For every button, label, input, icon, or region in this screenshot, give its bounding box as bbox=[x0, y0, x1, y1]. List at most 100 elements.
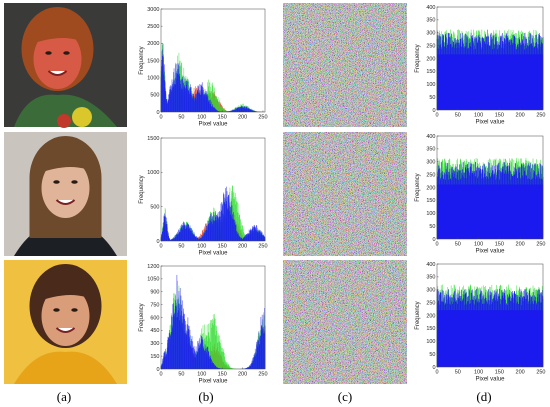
y-tick-label: 1500 bbox=[147, 58, 159, 64]
y-axis-label: Frequency bbox=[139, 303, 145, 331]
y-tick-label: 150 bbox=[426, 69, 435, 75]
x-tick-label: 50 bbox=[178, 115, 184, 121]
y-tick-label: 50 bbox=[429, 352, 435, 358]
portrait-photo bbox=[4, 132, 127, 256]
x-axis-label: Pixel value bbox=[475, 120, 505, 126]
encrypted-noise-image bbox=[283, 3, 407, 127]
y-tick-label: 1500 bbox=[147, 136, 159, 142]
portrait-photo bbox=[4, 260, 127, 384]
x-tick-label: 50 bbox=[178, 372, 184, 378]
y-axis-label: Frequency bbox=[139, 46, 145, 74]
x-tick-label: 100 bbox=[197, 372, 206, 378]
y-tick-label: 50 bbox=[429, 224, 435, 230]
y-tick-label: 200 bbox=[426, 56, 435, 62]
y-tick-label: 250 bbox=[426, 43, 435, 49]
x-tick-label: 0 bbox=[159, 372, 162, 378]
x-tick-label: 150 bbox=[495, 113, 504, 119]
y-tick-label: 2000 bbox=[147, 41, 159, 47]
encrypted-noise-image bbox=[283, 260, 407, 384]
x-tick-label: 50 bbox=[178, 244, 184, 250]
y-tick-label: 350 bbox=[426, 147, 435, 153]
encrypted-noise-image bbox=[283, 132, 407, 256]
x-tick-label: 150 bbox=[218, 115, 227, 121]
x-tick-label: 200 bbox=[516, 242, 525, 248]
portrait-photo bbox=[4, 3, 127, 128]
x-tick-label: 150 bbox=[218, 244, 227, 250]
x-tick-label: 50 bbox=[455, 113, 461, 119]
y-tick-label: 100 bbox=[426, 339, 435, 345]
y-tick-label: 150 bbox=[426, 198, 435, 204]
y-tick-label: 350 bbox=[426, 18, 435, 24]
x-tick-label: 250 bbox=[258, 244, 267, 250]
y-tick-label: 900 bbox=[150, 290, 159, 296]
y-tick-label: 1000 bbox=[147, 75, 159, 81]
x-tick-label: 250 bbox=[258, 115, 267, 121]
y-tick-label: 1200 bbox=[147, 264, 159, 270]
x-axis-label: Pixel value bbox=[475, 249, 505, 255]
x-axis-label: Pixel value bbox=[198, 379, 228, 385]
y-tick-label: 300 bbox=[426, 160, 435, 166]
y-tick-label: 0 bbox=[432, 237, 435, 243]
x-tick-label: 100 bbox=[197, 115, 206, 121]
x-tick-label: 0 bbox=[435, 113, 438, 119]
x-tick-label: 50 bbox=[455, 370, 461, 376]
x-tick-label: 250 bbox=[536, 242, 545, 248]
y-tick-label: 250 bbox=[426, 300, 435, 306]
panel-label-b: (b) bbox=[198, 389, 213, 404]
x-axis-label: Pixel value bbox=[198, 122, 228, 128]
y-tick-label: 150 bbox=[426, 326, 435, 332]
y-axis-label: Frequency bbox=[415, 173, 421, 201]
y-tick-label: 300 bbox=[426, 31, 435, 37]
x-tick-label: 100 bbox=[474, 113, 483, 119]
y-tick-label: 750 bbox=[150, 302, 159, 308]
y-tick-label: 0 bbox=[156, 239, 159, 245]
cipher-image-histogram: 0 50 100 150 200 250 300 350 400 0 50 100 150 200 250 P… bbox=[415, 5, 546, 126]
y-tick-label: 150 bbox=[150, 354, 159, 360]
x-tick-label: 0 bbox=[435, 370, 438, 376]
y-tick-label: 0 bbox=[156, 110, 159, 116]
y-tick-label: 100 bbox=[426, 211, 435, 217]
y-tick-label: 0 bbox=[432, 108, 435, 114]
x-tick-label: 200 bbox=[238, 244, 247, 250]
y-tick-label: 400 bbox=[426, 134, 435, 140]
x-tick-label: 250 bbox=[536, 370, 545, 376]
plain-image-histogram: 0 500 1000 1500 0 50 100 150 200 250 Pixel value Fr… bbox=[139, 136, 268, 257]
y-tick-label: 1000 bbox=[147, 170, 159, 176]
y-tick-label: 500 bbox=[150, 204, 159, 210]
y-tick-label: 2500 bbox=[147, 24, 159, 30]
y-axis-label: Frequency bbox=[415, 301, 421, 329]
x-tick-label: 100 bbox=[474, 242, 483, 248]
panel-label-d: (d) bbox=[476, 389, 491, 404]
y-tick-label: 100 bbox=[426, 82, 435, 88]
x-tick-label: 250 bbox=[258, 372, 267, 378]
x-tick-label: 100 bbox=[474, 370, 483, 376]
y-tick-label: 0 bbox=[432, 365, 435, 371]
y-tick-label: 600 bbox=[150, 315, 159, 321]
y-axis-label: Frequency bbox=[415, 44, 421, 72]
x-tick-label: 200 bbox=[238, 115, 247, 121]
plain-image-histogram: 0 500 1000 1500 2000 2500 3000 0 50 100 150 200 250 P… bbox=[139, 7, 268, 128]
y-tick-label: 250 bbox=[426, 172, 435, 178]
x-axis-label: Pixel value bbox=[475, 377, 505, 383]
x-tick-label: 150 bbox=[495, 242, 504, 248]
y-tick-label: 200 bbox=[426, 313, 435, 319]
x-tick-label: 0 bbox=[159, 115, 162, 121]
y-tick-label: 3000 bbox=[147, 7, 159, 13]
y-tick-label: 500 bbox=[150, 93, 159, 99]
y-tick-label: 300 bbox=[150, 341, 159, 347]
panel-label-c: (c) bbox=[338, 389, 352, 404]
x-tick-label: 100 bbox=[197, 244, 206, 250]
x-tick-label: 0 bbox=[159, 244, 162, 250]
x-tick-label: 250 bbox=[536, 113, 545, 119]
plain-image-histogram: 0 150 300 450 600 750 900 1050 1200 0 50 100 150 200 2… bbox=[139, 264, 268, 385]
x-axis-label: Pixel value bbox=[198, 251, 228, 257]
x-tick-label: 200 bbox=[516, 113, 525, 119]
x-tick-label: 200 bbox=[516, 370, 525, 376]
x-tick-label: 150 bbox=[495, 370, 504, 376]
y-tick-label: 400 bbox=[426, 262, 435, 268]
y-tick-label: 1050 bbox=[147, 277, 159, 283]
y-tick-label: 0 bbox=[156, 367, 159, 373]
x-tick-label: 50 bbox=[455, 242, 461, 248]
x-tick-label: 200 bbox=[238, 372, 247, 378]
